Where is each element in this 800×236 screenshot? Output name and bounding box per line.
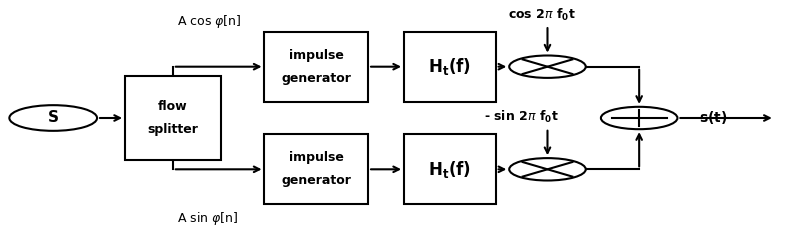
Text: A cos $\varphi$[n]: A cos $\varphi$[n] bbox=[177, 13, 241, 30]
Text: cos 2$\pi$ $\bf{f_0}$t: cos 2$\pi$ $\bf{f_0}$t bbox=[508, 7, 576, 23]
Text: generator: generator bbox=[282, 174, 351, 187]
Text: impulse: impulse bbox=[289, 151, 344, 164]
Bar bbox=[265, 32, 368, 102]
Text: A sin $\varphi$[n]: A sin $\varphi$[n] bbox=[177, 210, 238, 227]
Text: $\mathbf{H_t(f)}$: $\mathbf{H_t(f)}$ bbox=[428, 56, 471, 77]
Text: S: S bbox=[48, 110, 58, 126]
Bar bbox=[404, 134, 496, 204]
Text: flow: flow bbox=[158, 100, 188, 113]
Text: splitter: splitter bbox=[147, 123, 198, 136]
Text: generator: generator bbox=[282, 72, 351, 85]
Bar bbox=[404, 32, 496, 102]
Text: impulse: impulse bbox=[289, 49, 344, 62]
Bar bbox=[265, 134, 368, 204]
Text: $\mathbf{H_t(f)}$: $\mathbf{H_t(f)}$ bbox=[428, 159, 471, 180]
Bar bbox=[125, 76, 221, 160]
Text: - sin 2$\pi$ $\bf{f_0}$t: - sin 2$\pi$ $\bf{f_0}$t bbox=[484, 109, 558, 126]
Text: $\bf{s(t)}$: $\bf{s(t)}$ bbox=[699, 110, 727, 126]
